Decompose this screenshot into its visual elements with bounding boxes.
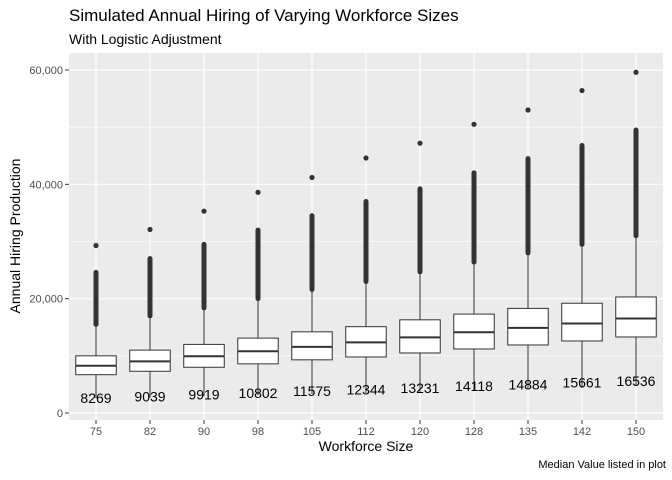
box-98 <box>237 189 279 396</box>
x-tick-label: 75 <box>90 426 102 438</box>
box-90 <box>183 208 225 397</box>
median-label: 14118 <box>455 378 493 394</box>
x-tick-label: 82 <box>144 426 156 438</box>
box-75 <box>75 242 117 399</box>
outlier-point <box>93 242 99 249</box>
median-label: 14884 <box>509 376 548 392</box>
x-axis-title: Workforce Size <box>319 438 414 454</box>
median-label: 12344 <box>347 382 386 398</box>
x-tick-label: 98 <box>252 426 264 438</box>
outlier-point <box>147 226 153 233</box>
box-142 <box>561 87 603 388</box>
chart-title: Simulated Annual Hiring of Varying Workf… <box>69 6 459 25</box>
y-axis-title: Annual Hiring Production <box>7 159 23 314</box>
box-135 <box>507 107 549 389</box>
chart-caption: Median Value listed in plot <box>538 459 666 471</box>
y-tick-label: 40,000 <box>29 179 63 191</box>
box-120 <box>399 140 441 392</box>
x-tick-label: 128 <box>465 426 483 438</box>
outlier-point <box>471 121 477 127</box>
outlier-point <box>633 69 639 75</box>
median-label: 8269 <box>80 390 111 406</box>
y-tick-label: 0 <box>57 408 63 420</box>
median-label: 13231 <box>401 380 440 396</box>
y-axis: 0 20,000 40,000 60,000 <box>29 65 69 420</box>
x-axis: 75 82 90 98 105 112 120 128 135 142 150 <box>90 420 645 438</box>
box-105 <box>291 174 333 395</box>
median-label: 15661 <box>563 375 602 391</box>
y-tick-label: 20,000 <box>29 294 63 306</box>
outlier-point <box>363 155 369 161</box>
box-body <box>507 307 549 346</box>
x-tick-label: 150 <box>627 426 645 438</box>
box-body <box>561 302 603 342</box>
x-tick-label: 90 <box>198 426 210 438</box>
median-label: 9039 <box>134 388 165 404</box>
median-label: 16536 <box>617 373 656 389</box>
box-112 <box>345 155 387 393</box>
outlier-point <box>579 87 585 94</box>
box-series <box>75 69 657 399</box>
x-tick-label: 112 <box>357 426 375 438</box>
y-tick-label: 60,000 <box>29 65 63 77</box>
outlier-point <box>417 140 423 146</box>
outlier-point <box>201 208 207 214</box>
box-82 <box>129 226 171 398</box>
box-body <box>615 296 657 338</box>
x-tick-label: 105 <box>303 426 321 438</box>
median-labels: 8269 9039 9919 10802 11575 12344 13231 14118 148… <box>80 373 655 406</box>
median-label: 11575 <box>293 383 331 399</box>
box-150 <box>615 69 657 386</box>
outlier-point <box>309 174 315 181</box>
median-label: 9919 <box>188 387 219 403</box>
box-body <box>291 331 333 361</box>
outlier-point <box>525 107 531 113</box>
outlier-point <box>255 189 261 195</box>
box-128 <box>453 121 495 391</box>
x-tick-label: 120 <box>411 426 429 438</box>
x-tick-label: 135 <box>519 426 537 438</box>
median-label: 10802 <box>239 385 278 401</box>
x-tick-label: 142 <box>573 426 591 438</box>
chart-subtitle: With Logistic Adjustment <box>69 31 222 47</box>
